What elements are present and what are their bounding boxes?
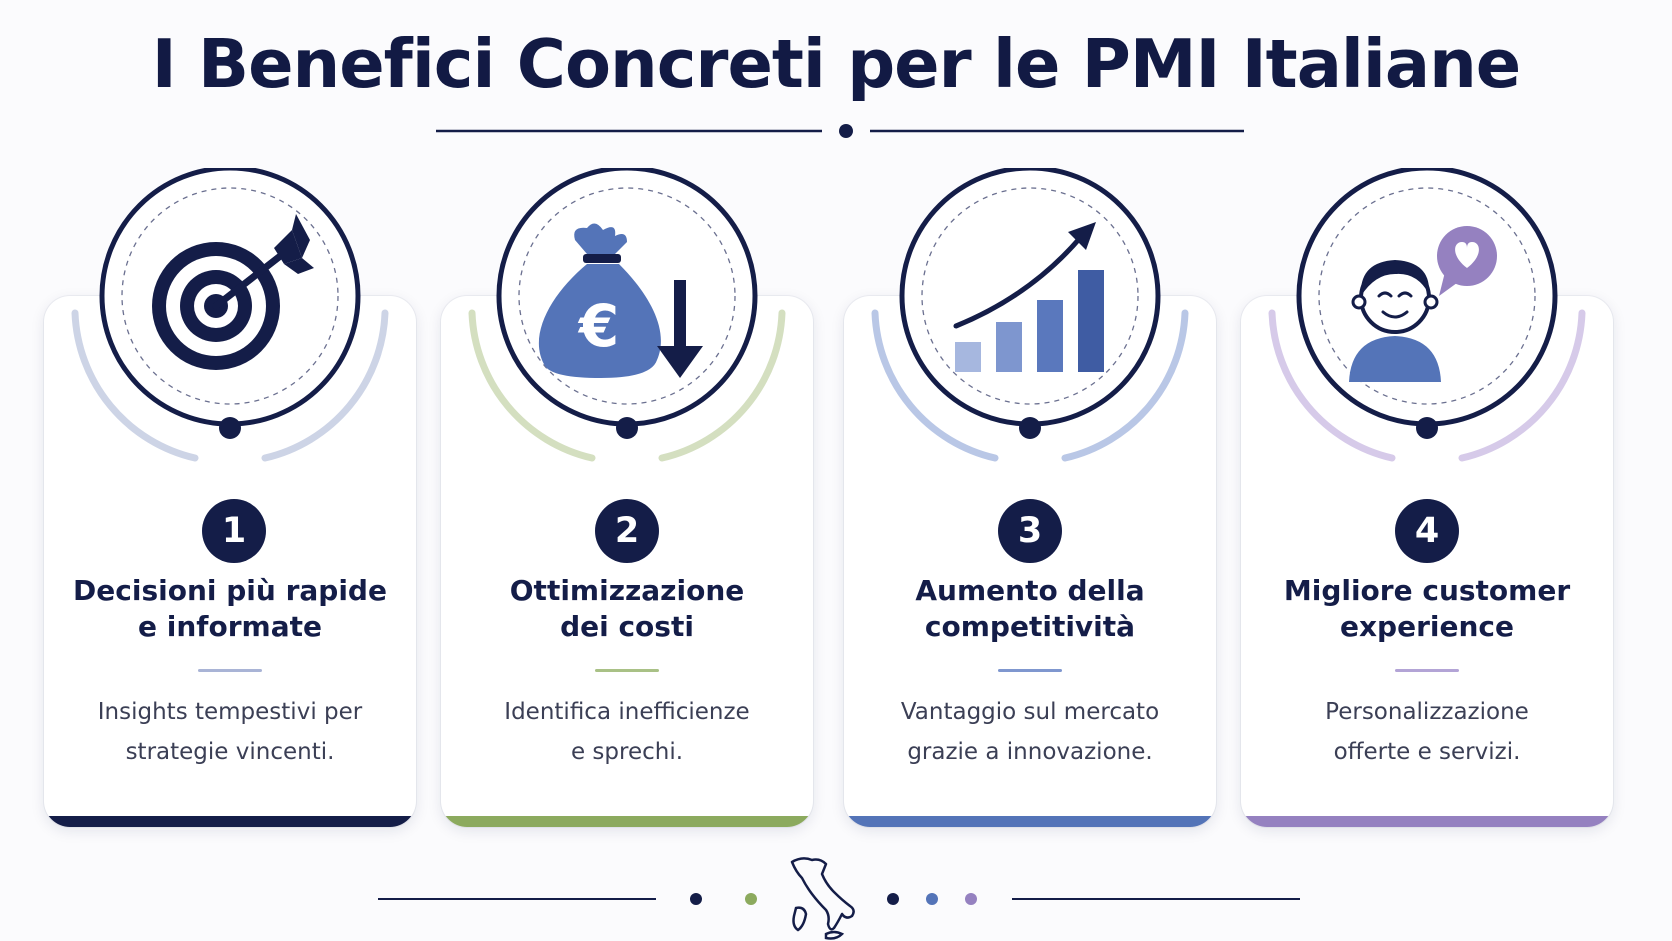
benefit-heading-line1: Aumento della: [915, 574, 1145, 607]
benefit-heading-line2: e informate: [138, 610, 322, 643]
benefit-description: Identifica inefficienze e sprechi.: [441, 692, 813, 772]
benefit-heading: Decisioni più rapide e informate: [44, 573, 416, 645]
benefit-heading-line2: dei costi: [560, 610, 694, 643]
card-accent-bar: [1241, 816, 1613, 827]
step-number-badge: 2: [595, 499, 659, 563]
benefit-heading-line1: Decisioni più rapide: [73, 574, 387, 607]
benefit-description-line2: strategie vincenti.: [125, 739, 335, 765]
benefit-description-line2: grazie a innovazione.: [907, 739, 1153, 765]
benefit-heading: Aumento della competitività: [844, 573, 1216, 645]
benefit-description: Insights tempestivi per strategie vincen…: [44, 692, 416, 772]
benefit-description: Vantaggio sul mercato grazie a innovazio…: [844, 692, 1216, 772]
svg-text:€: €: [577, 292, 619, 360]
benefit-heading: Migliore customer experience: [1241, 573, 1613, 645]
heading-underline: [198, 669, 262, 672]
footer-decoration: [378, 857, 1300, 940]
card-accent-bar: [844, 816, 1216, 827]
target-icon: [71, 168, 389, 462]
benefit-heading-line2: competitività: [924, 610, 1136, 643]
growth-chart-icon: [871, 168, 1189, 462]
step-number-badge: 3: [998, 499, 1062, 563]
italy-map-icon: [790, 857, 855, 940]
benefit-heading: Ottimizzazione dei costi: [441, 573, 813, 645]
benefit-description-line1: Vantaggio sul mercato: [900, 699, 1160, 725]
benefit-description-line1: Identifica inefficienze: [504, 699, 750, 725]
benefit-description-line2: e sprechi.: [570, 739, 684, 765]
heading-underline: [998, 669, 1062, 672]
benefit-heading-line2: experience: [1339, 610, 1514, 643]
benefit-description-line2: offerte e servizi.: [1333, 739, 1521, 765]
heading-underline: [595, 669, 659, 672]
benefit-description-line1: Insights tempestivi per: [97, 699, 363, 725]
heading-underline: [1395, 669, 1459, 672]
card-accent-bar: [441, 816, 813, 827]
benefit-description: Personalizzazione offerte e servizi.: [1241, 692, 1613, 772]
benefit-heading-line1: Ottimizzazione: [509, 574, 745, 607]
benefit-heading-line1: Migliore customer: [1283, 574, 1571, 607]
step-number-badge: 1: [202, 499, 266, 563]
card-accent-bar: [44, 816, 416, 827]
happy-customer-heart-icon: [1268, 168, 1586, 462]
page-title: I Benefici Concreti per le PMI Italiane: [151, 25, 1521, 103]
step-number-badge: 4: [1395, 499, 1459, 563]
euro-money-bag-down-icon: €: [468, 168, 786, 462]
title-divider: [436, 124, 1244, 138]
benefit-description-line1: Personalizzazione: [1325, 699, 1529, 725]
